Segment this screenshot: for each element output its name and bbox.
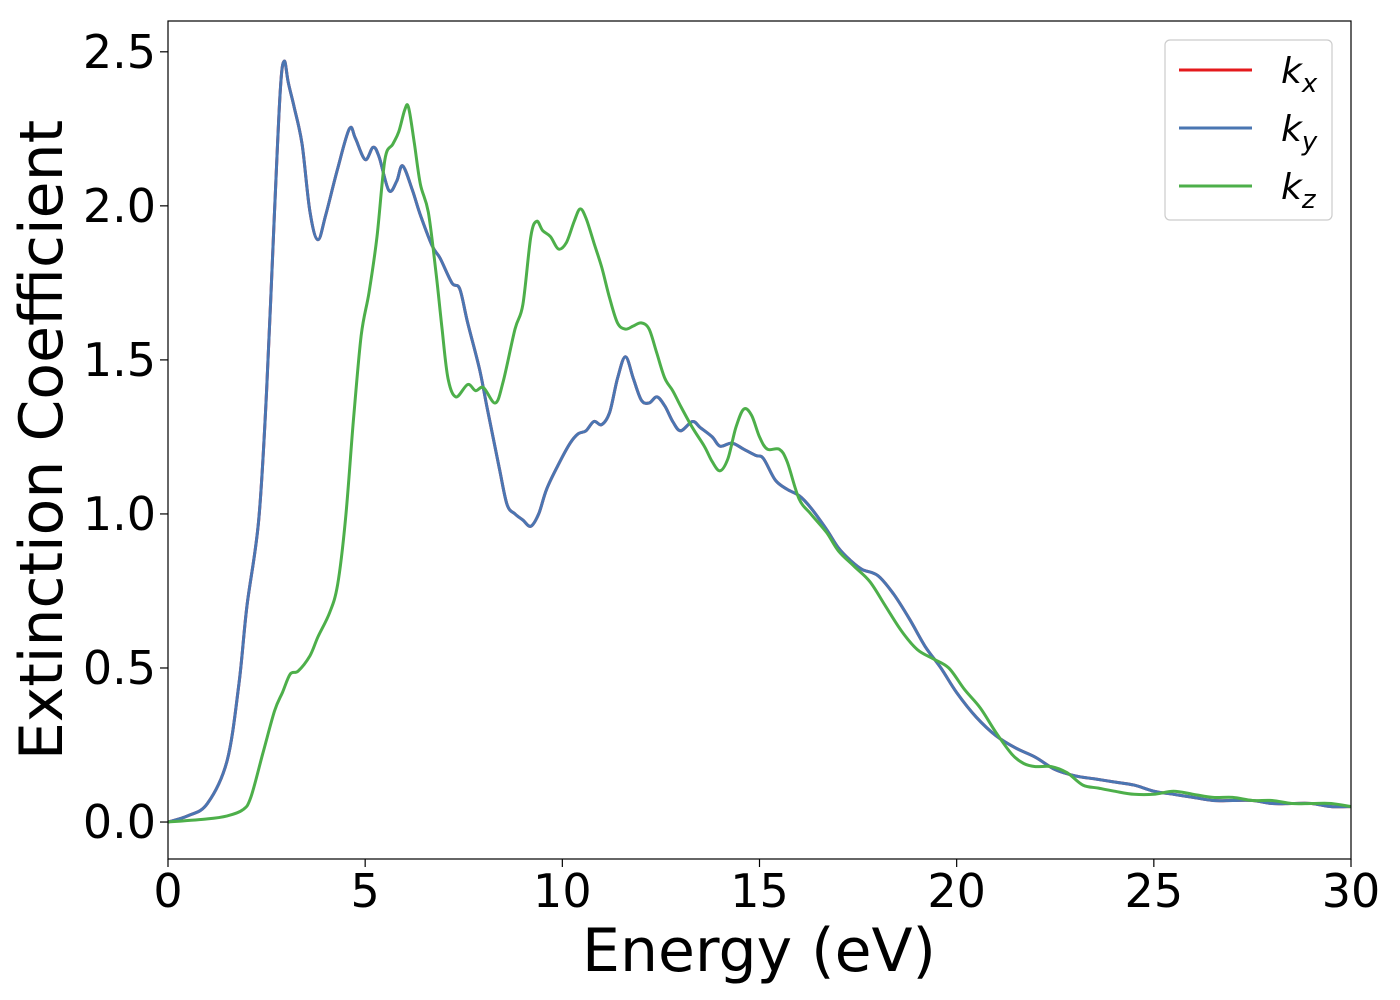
- legend-label-kz: kz: [1281, 167, 1317, 215]
- y-tick-label: 1.0: [83, 487, 156, 541]
- x-tick-label: 30: [1322, 864, 1381, 918]
- x-tick-label: 5: [351, 864, 380, 918]
- y-axis-ticks: 0.0 0.5 1.0 1.5 2.0 2.5: [83, 25, 168, 849]
- x-tick-label: 0: [153, 864, 182, 918]
- x-axis-ticks: 0 5 10 15 20 25 30: [153, 859, 1380, 918]
- series-layer: [168, 59, 1351, 824]
- x-tick-label: 20: [927, 864, 986, 918]
- series-line-kz: [168, 103, 1351, 824]
- x-tick-label: 10: [533, 864, 592, 918]
- y-tick-label: 0.5: [83, 641, 156, 695]
- y-tick-label: 2.0: [83, 179, 156, 233]
- y-tick-label: 0.0: [83, 795, 156, 849]
- legend-label-ky: ky: [1281, 109, 1318, 157]
- y-tick-label: 2.5: [83, 25, 156, 79]
- x-axis-label: Energy (eV): [582, 916, 936, 986]
- series-line-ky: [168, 59, 1351, 824]
- legend: kx ky kz: [1164, 39, 1333, 221]
- legend-box: [1164, 39, 1333, 221]
- x-tick-label: 15: [730, 864, 789, 918]
- x-tick-label: 25: [1125, 864, 1184, 918]
- y-axis-label: Extinction Coefficient: [7, 120, 77, 760]
- y-tick-label: 1.5: [83, 333, 156, 387]
- legend-label-kx: kx: [1281, 51, 1318, 99]
